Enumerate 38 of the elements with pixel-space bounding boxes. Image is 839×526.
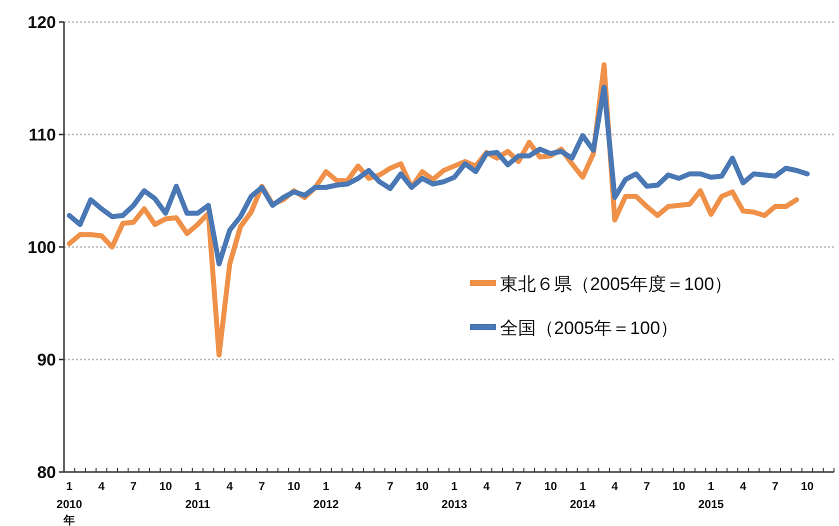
text: 2013	[442, 499, 468, 511]
x-tick-label: 1	[194, 481, 202, 493]
x-tick-label: 1	[451, 481, 458, 493]
x-tick-label: 1	[579, 481, 586, 493]
x-tick-label: 7	[386, 481, 394, 493]
x-tick-label: 1	[66, 481, 74, 493]
x-tick-label: 10	[800, 481, 814, 493]
text: 2010	[56, 499, 82, 511]
x-tick-label: 7	[644, 481, 650, 493]
x-tick-label: 4	[612, 481, 619, 493]
x-tick-label: 10	[672, 481, 686, 493]
text: 年	[62, 513, 76, 526]
text: 2011	[185, 499, 211, 511]
x-tick-label: 4	[354, 481, 362, 493]
text: 2012	[313, 499, 339, 511]
y-tick-label: 110	[28, 126, 56, 144]
y-tick-label: 120	[28, 13, 56, 32]
legend-label: 東北６県（2005年度＝100）	[500, 274, 732, 294]
x-tick-label: 7	[515, 481, 522, 493]
x-tick-label: 4	[98, 481, 106, 493]
text: 2014	[570, 499, 596, 511]
x-tick-label: 4	[483, 481, 490, 493]
x-tick-label: 1	[708, 481, 715, 493]
x-tick-label: 10	[544, 481, 557, 493]
x-tick-label: 7	[258, 481, 266, 493]
text: 2015	[698, 499, 724, 511]
y-tick-label: 100	[28, 238, 56, 257]
x-tick-label: 10	[288, 481, 300, 493]
x-tick-label: 7	[772, 481, 778, 493]
x-tick-label: 1	[322, 481, 330, 493]
y-tick-label: 90	[37, 350, 56, 370]
x-tick-label: 7	[130, 481, 137, 493]
x-tick-label: 4	[226, 481, 234, 493]
legend-label: 全国（2005年＝100）	[500, 318, 678, 338]
x-tick-label: 10	[159, 481, 172, 493]
x-tick-label: 4	[740, 481, 747, 493]
x-tick-label: 10	[416, 481, 429, 493]
y-tick-label: 80	[37, 463, 56, 482]
